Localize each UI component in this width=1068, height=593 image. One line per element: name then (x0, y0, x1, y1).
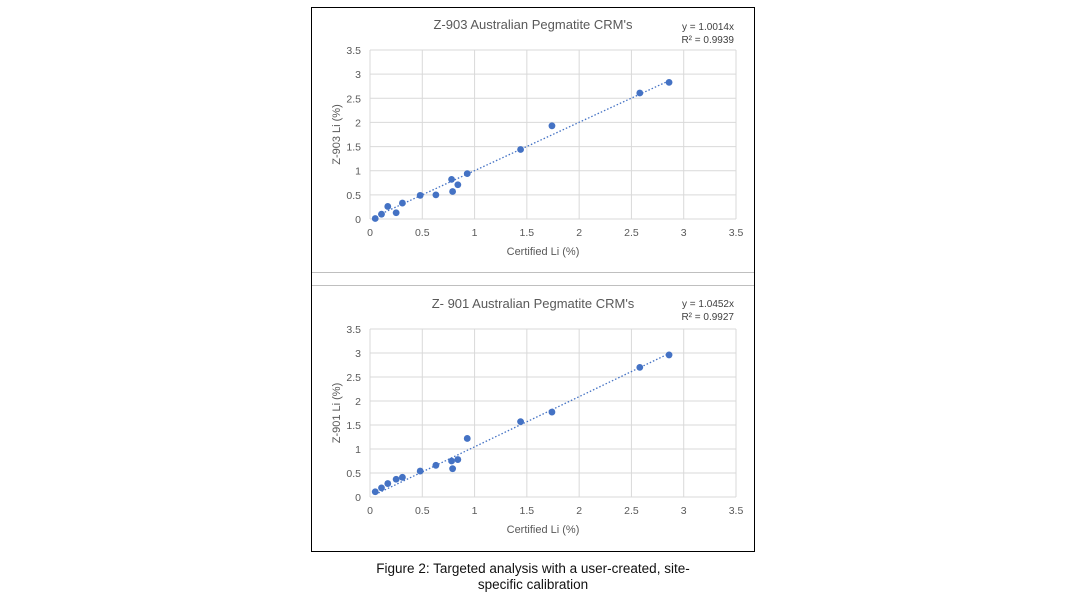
y-tick-label: 2.5 (346, 372, 361, 384)
y-tick-label: 0 (355, 214, 361, 226)
chart-0: 0 0.5 1 1.5 2 2.5 3 3.5 0 0.5 1 1.5 2 2.5 3 3.5 Z-903 Au… (331, 17, 743, 258)
data-point (665, 351, 673, 359)
data-point (548, 408, 556, 416)
y-axis-label: Z-903 Li (%) (331, 104, 343, 165)
data-point (392, 209, 400, 217)
trendline-r-squared: R² = 0.9939 (681, 35, 734, 46)
y-tick-label: 2 (355, 117, 361, 129)
x-tick-label: 3.5 (729, 505, 744, 517)
data-point (384, 480, 392, 487)
x-tick-label: 2 (576, 227, 582, 239)
data-point (665, 78, 673, 86)
y-tick-label: 1 (355, 444, 361, 456)
x-tick-label: 0 (367, 505, 373, 517)
panel-divider (312, 272, 754, 273)
data-point (463, 170, 471, 178)
panel-divider (312, 285, 754, 286)
data-point (399, 199, 406, 207)
data-point (378, 484, 385, 492)
data-point (454, 456, 462, 463)
data-point (517, 146, 524, 153)
y-tick-label: 0.5 (346, 190, 361, 202)
y-tick-label: 3.5 (346, 324, 361, 336)
data-point (636, 89, 644, 97)
figure-caption: Figure 2: Targeted analysis with a user-… (376, 561, 690, 576)
data-point (432, 461, 440, 469)
y-tick-label: 0.5 (346, 468, 361, 480)
x-tick-label: 3 (681, 227, 687, 239)
y-tick-label: 3.5 (346, 45, 361, 57)
data-point (449, 465, 457, 473)
y-tick-label: 2.5 (346, 93, 361, 105)
data-point (399, 473, 406, 481)
data-point (432, 191, 440, 199)
x-tick-label: 0 (367, 227, 373, 239)
y-tick-label: 2 (355, 396, 361, 408)
data-point (378, 210, 385, 218)
chart-title: Z-903 Australian Pegmatite CRM's (433, 17, 633, 32)
data-point (416, 467, 424, 475)
x-tick-label: 0.5 (415, 227, 430, 239)
data-point (448, 176, 455, 183)
x-tick-label: 2.5 (624, 227, 639, 239)
data-point (384, 203, 392, 210)
x-axis-label: Certified Li (%) (507, 246, 580, 258)
y-tick-label: 3 (355, 348, 361, 360)
x-tick-label: 3.5 (729, 227, 744, 239)
x-tick-label: 3 (681, 505, 687, 517)
y-tick-label: 0 (355, 492, 361, 504)
x-tick-label: 1.5 (520, 505, 535, 517)
x-tick-label: 1 (472, 505, 478, 517)
data-point (392, 475, 400, 483)
x-tick-label: 0.5 (415, 505, 430, 517)
data-point (636, 364, 644, 371)
trendline-r-squared: R² = 0.9927 (681, 312, 734, 323)
y-tick-label: 1 (355, 166, 361, 178)
trendline-equation: y = 1.0452x (682, 299, 734, 310)
x-axis-label: Certified Li (%) (507, 524, 580, 536)
figure-caption-continued: specific calibration (477, 577, 589, 592)
data-point (463, 435, 471, 442)
data-point (448, 457, 455, 465)
x-tick-label: 2 (576, 505, 582, 517)
data-point (371, 215, 379, 222)
data-point (517, 418, 524, 426)
y-axis-label: Z-901 Li (%) (331, 383, 343, 444)
x-tick-label: 2.5 (624, 505, 639, 517)
chart-1: 0 0.5 1 1.5 2 2.5 3 3.5 0 0.5 1 1.5 2 2.5 3 3.5 Z- 901 A… (331, 296, 743, 536)
charts-canvas: 0 0.5 1 1.5 2 2.5 3 3.5 0 0.5 1 1.5 2 2.5 3 3.5 Z-903 Au… (331, 17, 743, 536)
data-point (371, 488, 379, 496)
x-tick-label: 1 (472, 227, 478, 239)
y-tick-label: 1.5 (346, 420, 361, 432)
trendline-equation: y = 1.0014x (682, 22, 734, 33)
y-tick-label: 3 (355, 69, 361, 81)
data-point (548, 122, 556, 130)
x-tick-label: 1.5 (520, 227, 535, 239)
chart-title: Z- 901 Australian Pegmatite CRM's (432, 296, 635, 311)
data-point (416, 191, 424, 199)
data-point (449, 188, 457, 195)
y-tick-label: 1.5 (346, 142, 361, 154)
data-point (454, 181, 462, 189)
